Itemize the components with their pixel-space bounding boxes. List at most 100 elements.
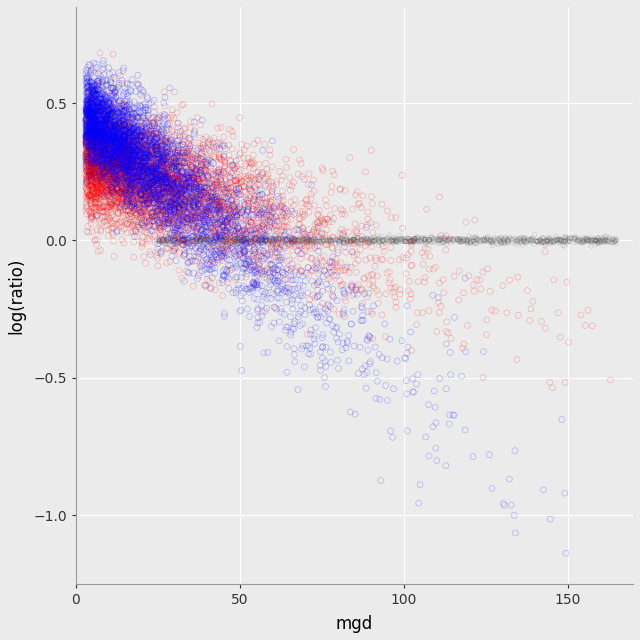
Point: [138, 157, 148, 168]
Point: [168, 234, 179, 244]
Point: [346, 282, 356, 292]
Point: [86, 102, 97, 112]
Point: [148, 155, 159, 165]
Point: [91, 168, 101, 178]
Point: [138, 164, 148, 175]
Point: [102, 179, 113, 189]
Point: [137, 196, 147, 206]
Point: [86, 166, 96, 177]
Point: [164, 237, 174, 248]
Point: [120, 164, 131, 174]
Point: [96, 168, 106, 179]
Point: [154, 141, 164, 152]
Point: [283, 322, 293, 332]
Point: [81, 132, 91, 143]
Point: [124, 179, 134, 189]
Point: [105, 105, 115, 115]
Point: [151, 164, 161, 175]
Point: [98, 131, 108, 141]
Point: [128, 145, 138, 155]
Point: [111, 130, 121, 140]
Point: [218, 197, 228, 207]
Point: [260, 205, 270, 215]
Point: [115, 170, 125, 180]
Point: [236, 204, 246, 214]
Point: [236, 291, 246, 301]
Point: [128, 157, 138, 167]
Point: [171, 190, 181, 200]
Point: [244, 284, 254, 294]
Point: [253, 234, 264, 244]
Point: [112, 175, 122, 185]
Point: [309, 186, 319, 196]
Point: [163, 196, 173, 207]
Point: [527, 233, 538, 243]
Point: [148, 211, 158, 221]
Point: [148, 129, 158, 139]
Point: [166, 184, 177, 195]
Point: [156, 211, 166, 221]
Point: [178, 230, 188, 240]
Point: [81, 157, 92, 168]
Point: [117, 112, 127, 122]
Point: [87, 227, 97, 237]
Point: [252, 213, 262, 223]
Point: [229, 206, 239, 216]
Point: [105, 165, 115, 175]
Point: [177, 150, 188, 161]
Point: [111, 179, 122, 189]
Point: [548, 236, 558, 246]
Point: [129, 185, 140, 195]
Point: [561, 232, 571, 242]
Point: [278, 270, 288, 280]
Point: [186, 175, 196, 185]
Point: [132, 185, 143, 195]
Point: [155, 211, 165, 221]
Point: [147, 179, 157, 189]
Point: [284, 236, 294, 246]
Point: [490, 234, 500, 244]
Point: [152, 148, 163, 159]
Point: [86, 93, 96, 104]
Point: [100, 180, 110, 190]
Point: [174, 247, 184, 257]
Point: [197, 150, 207, 161]
Point: [104, 205, 114, 215]
Point: [83, 157, 93, 168]
Point: [527, 235, 538, 245]
Point: [126, 115, 136, 125]
Point: [129, 231, 140, 241]
Point: [119, 136, 129, 146]
Point: [92, 150, 102, 161]
Point: [277, 200, 287, 210]
Point: [122, 120, 132, 130]
Point: [205, 220, 215, 230]
Point: [338, 338, 348, 348]
Point: [145, 246, 155, 257]
Point: [246, 218, 257, 228]
Point: [105, 125, 115, 136]
Point: [81, 140, 92, 150]
Point: [402, 301, 412, 311]
Point: [125, 143, 136, 153]
Point: [243, 202, 253, 212]
Point: [82, 121, 92, 131]
Point: [112, 156, 122, 166]
Point: [274, 336, 284, 346]
Point: [218, 231, 228, 241]
Point: [126, 159, 136, 169]
Point: [99, 157, 109, 168]
Point: [114, 140, 124, 150]
Point: [545, 234, 556, 244]
Point: [196, 212, 206, 223]
Point: [84, 154, 94, 164]
Point: [145, 163, 156, 173]
Point: [586, 235, 596, 245]
Point: [96, 171, 106, 181]
Point: [116, 157, 127, 167]
Point: [119, 130, 129, 140]
Point: [168, 154, 179, 164]
Point: [170, 216, 180, 226]
Point: [180, 199, 191, 209]
Point: [182, 170, 192, 180]
